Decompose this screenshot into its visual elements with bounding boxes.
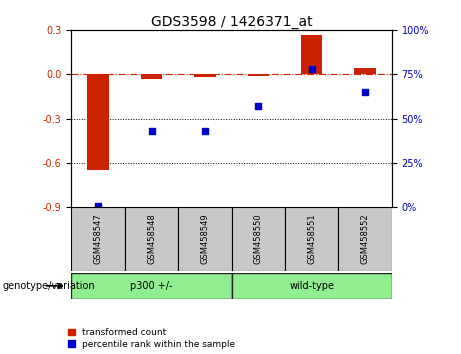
Bar <box>71 273 231 299</box>
Point <box>308 66 315 72</box>
Bar <box>71 207 125 271</box>
Bar <box>355 68 376 74</box>
Text: p300 +/-: p300 +/- <box>130 281 173 291</box>
Text: GSM458550: GSM458550 <box>254 213 263 264</box>
Bar <box>285 207 338 271</box>
Text: GSM458551: GSM458551 <box>307 213 316 264</box>
Legend: transformed count, percentile rank within the sample: transformed count, percentile rank withi… <box>67 327 236 349</box>
Text: GSM458548: GSM458548 <box>147 213 156 264</box>
Bar <box>125 207 178 271</box>
Text: GSM458547: GSM458547 <box>94 213 103 264</box>
Text: genotype/variation: genotype/variation <box>2 281 95 291</box>
Bar <box>141 74 162 79</box>
Bar <box>231 207 285 271</box>
Text: GSM458549: GSM458549 <box>201 213 209 264</box>
Text: wild-type: wild-type <box>289 281 334 291</box>
Point <box>95 203 102 209</box>
Point <box>254 103 262 109</box>
Title: GDS3598 / 1426371_at: GDS3598 / 1426371_at <box>151 15 313 29</box>
Bar <box>231 273 392 299</box>
Point <box>201 128 209 134</box>
Bar <box>88 74 109 170</box>
Bar <box>338 207 392 271</box>
Bar <box>194 74 216 77</box>
Point <box>361 89 369 95</box>
Bar <box>178 207 231 271</box>
Text: GSM458552: GSM458552 <box>361 213 370 264</box>
Bar <box>301 34 322 74</box>
Point <box>148 128 155 134</box>
Bar <box>248 74 269 76</box>
